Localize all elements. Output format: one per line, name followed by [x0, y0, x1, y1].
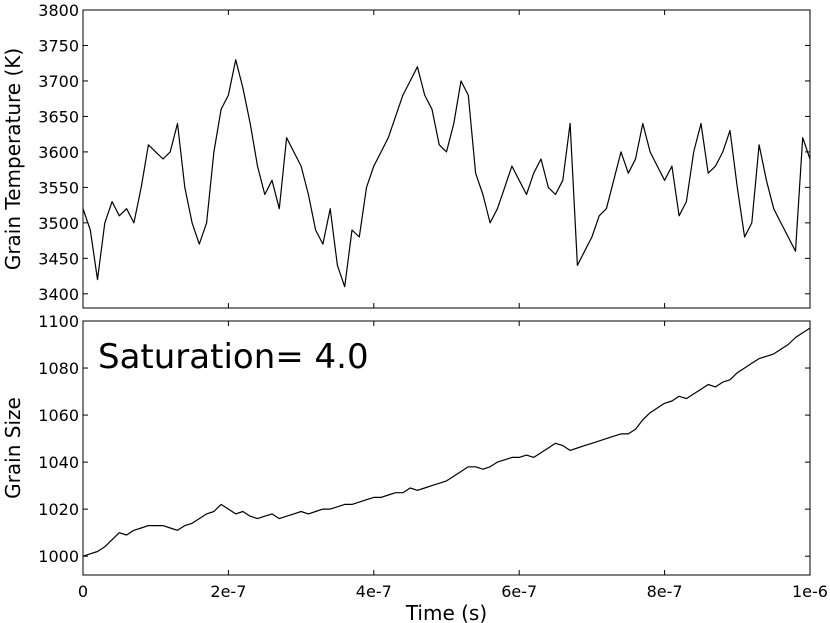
grain-size-panel: 1000 1020 1040 1060 1080 1100 0 2e-7 4e-7 6e-7 8e-…	[1, 312, 828, 623]
axes-frame	[82, 320, 811, 576]
grain-size-series-line	[82, 327, 811, 557]
x-tick-label: 0	[78, 582, 88, 601]
y-tick-label: 3600	[38, 143, 79, 162]
y-tick-label: 3650	[38, 107, 79, 126]
x-tick-label: 2e-7	[210, 582, 246, 601]
x-tick-label: 4e-7	[356, 582, 392, 601]
y-tick-label: 3500	[38, 214, 79, 233]
x-axis-label: Time (s)	[405, 601, 487, 623]
y-tick-label: 3800	[38, 1, 79, 20]
y-tick-label: 1100	[38, 312, 79, 331]
temperature-panel: 3400 3450 3500 3550 3600 3650 3700 3750 3800 Grai…	[1, 1, 811, 309]
x-tick-label: 6e-7	[501, 582, 537, 601]
y-tick-label: 1060	[38, 406, 79, 425]
y-axis-label: Grain Size	[1, 397, 25, 499]
y-tick-label: 1040	[38, 453, 79, 472]
y-tick-label: 3750	[38, 36, 79, 55]
y-tick-label: 1020	[38, 500, 79, 519]
y-tick-label: 3450	[38, 249, 79, 268]
saturation-annotation: Saturation= 4.0	[98, 337, 369, 377]
x-tick-label: 8e-7	[647, 582, 683, 601]
y-tick-label: 3550	[38, 178, 79, 197]
temperature-series-line	[82, 59, 811, 288]
y-tick-label: 1000	[38, 547, 79, 566]
y-tick-label: 1080	[38, 359, 79, 378]
x-tick-label: 1e-6	[792, 582, 828, 601]
y-tick-label: 3400	[38, 285, 79, 304]
y-tick-label: 3700	[38, 72, 79, 91]
y-axis-label: Grain Temperature (K)	[1, 48, 25, 270]
